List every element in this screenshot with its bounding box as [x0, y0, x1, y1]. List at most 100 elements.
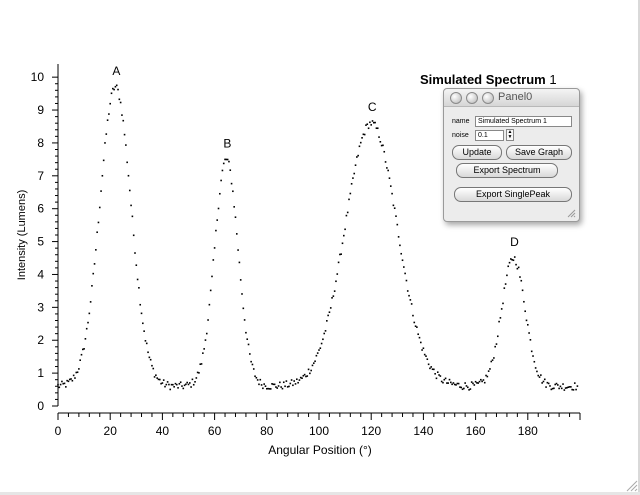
- close-window-button[interactable]: [450, 92, 462, 104]
- export-single-peak-button[interactable]: Export SinglePeak: [454, 187, 572, 202]
- data-point: [122, 119, 125, 122]
- data-point: [511, 258, 513, 261]
- data-point: [378, 136, 380, 138]
- data-point: [520, 279, 523, 282]
- data-point: [112, 87, 114, 90]
- data-point: [482, 379, 485, 381]
- data-point: [460, 386, 463, 389]
- data-point: [408, 294, 410, 297]
- data-point: [529, 339, 532, 341]
- noise-stepper[interactable]: ▲ ▼: [506, 129, 514, 141]
- data-point: [382, 144, 384, 147]
- name-field[interactable]: Simulated Spectrum 1: [475, 116, 572, 127]
- minimize-window-button[interactable]: [466, 92, 478, 104]
- data-point: [440, 380, 443, 383]
- data-point: [436, 371, 439, 374]
- data-point: [105, 133, 108, 135]
- data-point: [173, 385, 175, 388]
- data-point: [335, 280, 337, 283]
- x-tick-label: 80: [260, 424, 274, 438]
- data-point: [158, 378, 161, 381]
- zoom-window-button[interactable]: [482, 92, 494, 104]
- data-point: [216, 219, 219, 221]
- data-point: [289, 382, 292, 385]
- data-point: [491, 359, 494, 361]
- data-point: [470, 381, 473, 383]
- data-point: [198, 372, 200, 374]
- data-point: [151, 364, 153, 367]
- y-tick-label: 4: [37, 267, 44, 281]
- noise-field[interactable]: 0.1: [475, 130, 504, 141]
- data-point: [469, 388, 472, 390]
- data-point: [567, 386, 570, 388]
- data-point: [328, 311, 331, 314]
- data-point: [573, 382, 576, 384]
- data-point: [517, 266, 520, 269]
- data-point: [109, 102, 111, 105]
- export-spectrum-button[interactable]: Export Spectrum: [456, 163, 558, 178]
- data-point: [447, 382, 449, 384]
- data-point: [152, 367, 155, 370]
- data-point: [238, 261, 241, 264]
- data-point: [348, 198, 350, 201]
- update-button[interactable]: Update: [452, 145, 502, 160]
- data-point: [281, 387, 284, 390]
- stepper-up-icon[interactable]: ▲: [507, 129, 513, 135]
- data-point: [562, 383, 564, 385]
- data-point: [76, 371, 79, 374]
- data-point: [383, 150, 386, 153]
- save-graph-button[interactable]: Save Graph: [506, 145, 572, 160]
- name-label: name: [452, 118, 470, 125]
- data-point: [153, 376, 156, 378]
- peak-label-d: D: [510, 235, 519, 249]
- data-point: [516, 267, 519, 270]
- data-point: [397, 236, 400, 238]
- data-point: [230, 182, 233, 185]
- data-point: [389, 185, 392, 187]
- data-point: [379, 140, 382, 143]
- data-point: [455, 384, 457, 386]
- peak-labels: A B C D: [112, 64, 519, 249]
- data-point: [430, 366, 433, 368]
- data-point: [384, 161, 387, 163]
- data-point: [322, 338, 324, 341]
- data-point: [104, 142, 106, 144]
- data-point: [237, 249, 239, 251]
- data-point: [533, 360, 536, 363]
- data-point: [296, 378, 298, 381]
- data-point: [226, 158, 229, 161]
- data-point: [448, 378, 451, 381]
- data-point: [503, 287, 506, 289]
- data-point: [422, 347, 425, 350]
- data-point: [303, 373, 306, 376]
- data-point: [339, 253, 341, 256]
- data-point: [132, 234, 135, 237]
- data-point: [370, 124, 372, 126]
- stepper-down-icon[interactable]: ▼: [507, 134, 513, 140]
- data-point: [264, 385, 267, 387]
- data-point: [213, 247, 216, 249]
- data-point: [431, 368, 434, 371]
- data-point: [536, 370, 538, 373]
- resize-grip-icon[interactable]: [567, 209, 576, 218]
- data-point: [485, 374, 487, 377]
- data-point: [88, 312, 91, 315]
- data-point: [452, 382, 455, 384]
- data-point: [508, 261, 511, 264]
- data-point: [327, 314, 329, 317]
- data-point: [396, 223, 399, 226]
- data-point: [126, 161, 128, 164]
- peak-label-b: B: [223, 136, 231, 150]
- panel-titlebar[interactable]: Panel0: [444, 89, 579, 107]
- data-point: [406, 290, 409, 292]
- data-point: [554, 383, 557, 386]
- y-tick-label: 5: [37, 235, 44, 249]
- data-point: [275, 386, 277, 388]
- data-point: [545, 386, 547, 388]
- data-point: [540, 374, 542, 376]
- window-resize-grip-icon[interactable]: [626, 480, 638, 492]
- data-point: [271, 383, 273, 385]
- data-point: [209, 289, 212, 292]
- data-point: [294, 383, 297, 385]
- data-point: [444, 377, 447, 380]
